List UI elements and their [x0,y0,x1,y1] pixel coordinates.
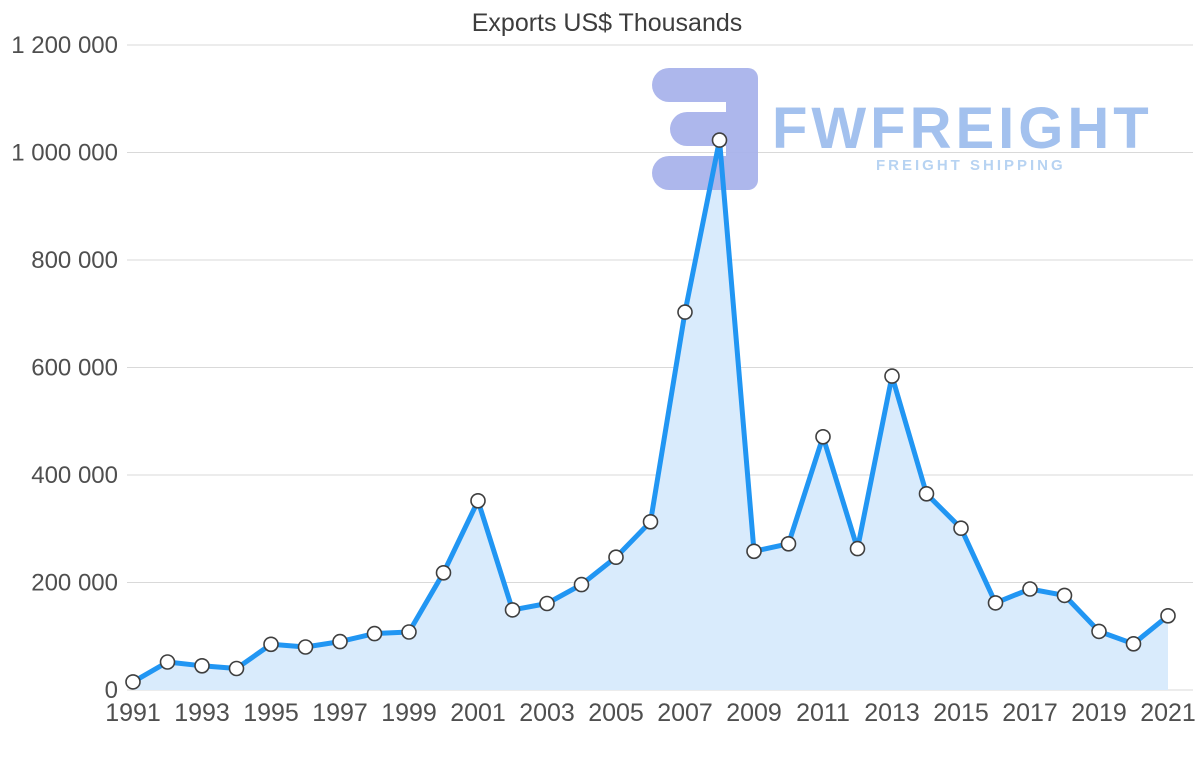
x-axis-tick-label: 2019 [1071,699,1127,727]
y-axis-labels: 0 200 000 400 000 600 000 800 000 1 000 000 1 … [11,32,118,704]
data-point-marker [1125,635,1142,652]
data-point-marker [1160,607,1176,624]
watermark-tagline-text: FREIGHT SHIPPING [876,157,1066,174]
y-axis-tick-label: 200 000 [31,570,118,597]
data-point-marker [228,660,245,677]
x-axis-tick-label: 2017 [1002,699,1058,727]
x-axis-tick-label: 2021 [1140,699,1196,727]
data-point-marker [125,674,141,690]
x-axis-tick-label: 2007 [657,699,713,727]
x-axis-tick-label: 1997 [312,699,368,727]
data-point-marker [573,576,590,593]
x-axis-tick-label: 2003 [519,699,575,727]
data-point-marker [1022,581,1038,597]
x-axis-labels: 1991 1993 1995 1997 1999 2001 2003 2005 2007 2009… [105,699,1196,727]
data-point-marker [884,368,900,384]
watermark-brand-text: FWFREIGHT [772,96,1153,161]
data-point-marker [539,595,555,612]
data-point-marker [642,513,659,530]
data-point-marker [849,540,866,557]
data-point-marker [815,428,831,445]
fwfreight-logo-icon [652,68,758,190]
chart-title: Exports US$ Thousands [472,9,743,37]
y-axis-tick-label: 1 000 000 [11,140,118,167]
y-axis-tick-label: 600 000 [31,355,118,382]
data-point-marker [366,625,383,642]
data-point-marker [435,564,452,581]
data-point-marker [1056,587,1073,604]
y-axis-tick-label: 0 [105,677,118,704]
data-point-marker [159,654,176,670]
data-point-marker [746,543,762,560]
y-axis-tick-label: 400 000 [31,462,118,489]
data-point-marker [263,636,279,653]
y-axis-tick-label: 800 000 [31,247,118,274]
data-point-marker [677,304,693,320]
data-point-marker [194,657,210,674]
data-point-marker [401,624,417,640]
data-point-marker [711,132,728,148]
data-point-marker [297,639,314,655]
data-point-marker [987,595,1004,611]
x-axis-tick-label: 1993 [174,699,230,727]
watermark: FWFREIGHT FREIGHT SHIPPING [652,68,1153,190]
data-point-marker [953,520,969,537]
data-point-marker [332,633,348,650]
x-axis-tick-label: 2011 [796,699,850,727]
data-point-marker [918,485,935,502]
x-axis-tick-label: 1991 [105,699,161,727]
y-axis-tick-label: 1 200 000 [11,32,118,59]
x-axis-tick-label: 2013 [864,699,920,727]
x-axis-tick-label: 1995 [243,699,299,727]
x-axis-tick-label: 2005 [588,699,644,727]
x-axis-tick-label: 1999 [381,699,437,727]
area-fill [133,140,1168,691]
data-point-marker [470,492,486,509]
data-point-marker [780,535,797,552]
x-axis-tick-label: 2009 [726,699,782,727]
data-point-marker [504,602,521,618]
data-point-markers [125,132,1176,690]
data-point-marker [1091,623,1107,640]
x-axis-tick-label: 2001 [450,699,506,727]
x-axis-tick-label: 2015 [933,699,989,727]
data-point-marker [608,549,624,566]
